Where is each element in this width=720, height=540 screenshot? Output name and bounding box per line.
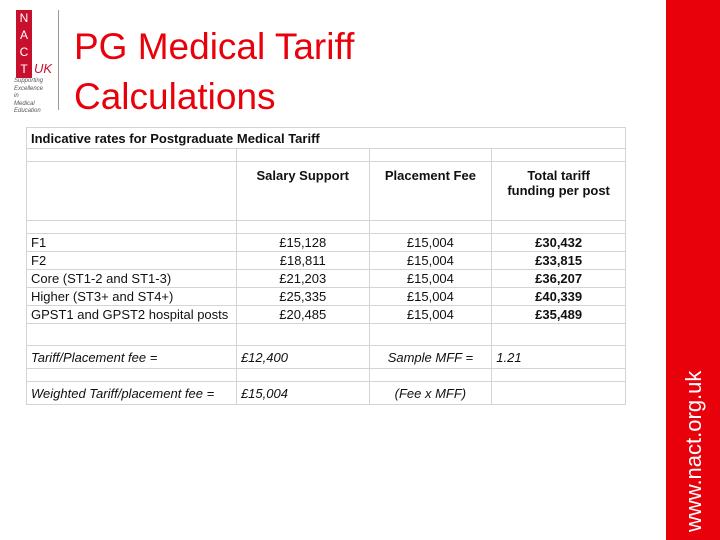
- table-row: F2 £18,811 £15,004 £33,815: [26, 251, 626, 270]
- mff-label: Sample MFF =: [368, 345, 493, 369]
- table-row: F1 £15,128 £15,004 £30,432: [26, 233, 626, 252]
- row-salary: £25,335: [235, 287, 370, 306]
- row-total: £36,207: [491, 269, 626, 288]
- row-salary: £18,811: [235, 251, 370, 270]
- tariff-table: Indicative rates for Postgraduate Medica…: [26, 127, 626, 405]
- spacer-row: [26, 148, 626, 162]
- page-title: PG Medical Tariff Calculations: [74, 22, 354, 122]
- logo-divider: [58, 10, 59, 110]
- weighted-blank: [491, 381, 626, 405]
- table-row: Core (ST1-2 and ST1-3) £21,203 £15,004 £…: [26, 269, 626, 288]
- row-label: F2: [26, 251, 237, 270]
- tariff-value: £12,400: [235, 345, 370, 369]
- row-fee: £15,004: [368, 233, 493, 252]
- row-label: Higher (ST3+ and ST4+): [26, 287, 237, 306]
- row-label: F1: [26, 233, 237, 252]
- table-header-row: Salary Support Placement Fee Total tarif…: [26, 161, 626, 221]
- logo-letter-c: C: [16, 44, 32, 61]
- row-salary: £20,485: [235, 305, 370, 324]
- weighted-note: (Fee x MFF): [368, 381, 493, 405]
- weighted-label: Weighted Tariff/placement fee =: [26, 381, 237, 405]
- header-total: Total tariff funding per post: [491, 161, 626, 221]
- header-salary: Salary Support: [235, 161, 370, 221]
- page-title-line-1: PG Medical Tariff: [74, 26, 355, 67]
- logo-letter-n: N: [16, 10, 32, 27]
- header-placement: Placement Fee: [368, 161, 493, 221]
- logo-suffix: UK: [34, 61, 53, 76]
- row-total: £33,815: [491, 251, 626, 270]
- table-caption-row: Indicative rates for Postgraduate Medica…: [26, 127, 626, 149]
- row-salary: £15,128: [235, 233, 370, 252]
- table-row: Higher (ST3+ and ST4+) £25,335 £15,004 £…: [26, 287, 626, 306]
- website-url: www.nact.org.uk: [666, 0, 720, 540]
- row-total: £30,432: [491, 233, 626, 252]
- mff-value: 1.21: [491, 345, 626, 369]
- tariff-formula-row: Tariff/Placement fee = £12,400 Sample MF…: [26, 345, 626, 369]
- table-row: GPST1 and GPST2 hospital posts £20,485 £…: [26, 305, 626, 324]
- weighted-value: £15,004: [235, 381, 370, 405]
- header-total-line2: funding per post: [507, 183, 610, 198]
- row-fee: £15,004: [368, 251, 493, 270]
- row-label: GPST1 and GPST2 hospital posts: [26, 305, 237, 324]
- row-fee: £15,004: [368, 287, 493, 306]
- row-total: £35,489: [491, 305, 626, 324]
- row-label: Core (ST1-2 and ST1-3): [26, 269, 237, 288]
- row-fee: £15,004: [368, 305, 493, 324]
- side-bar: [666, 0, 720, 540]
- row-total: £40,339: [491, 287, 626, 306]
- spacer-row: [26, 220, 626, 234]
- header-blank: [26, 161, 237, 221]
- tariff-label: Tariff/Placement fee =: [26, 345, 237, 369]
- page-title-line-2: Calculations: [74, 76, 276, 117]
- spacer-row: [26, 368, 626, 382]
- logo-tagline: Supporting Excellence in Medical Educati…: [14, 78, 44, 114]
- row-fee: £15,004: [368, 269, 493, 288]
- table-caption: Indicative rates for Postgraduate Medica…: [26, 127, 626, 149]
- website-url-text: www.nact.org.uk: [681, 370, 706, 532]
- nact-logo: N A C T UK Supporting Excellence in Medi…: [12, 10, 62, 114]
- logo-letter-a: A: [16, 27, 32, 44]
- logo-letter-t: T: [16, 61, 32, 78]
- spacer-row: [26, 323, 626, 346]
- row-salary: £21,203: [235, 269, 370, 288]
- weighted-formula-row: Weighted Tariff/placement fee = £15,004 …: [26, 381, 626, 405]
- header-total-line1: Total tariff: [527, 168, 590, 183]
